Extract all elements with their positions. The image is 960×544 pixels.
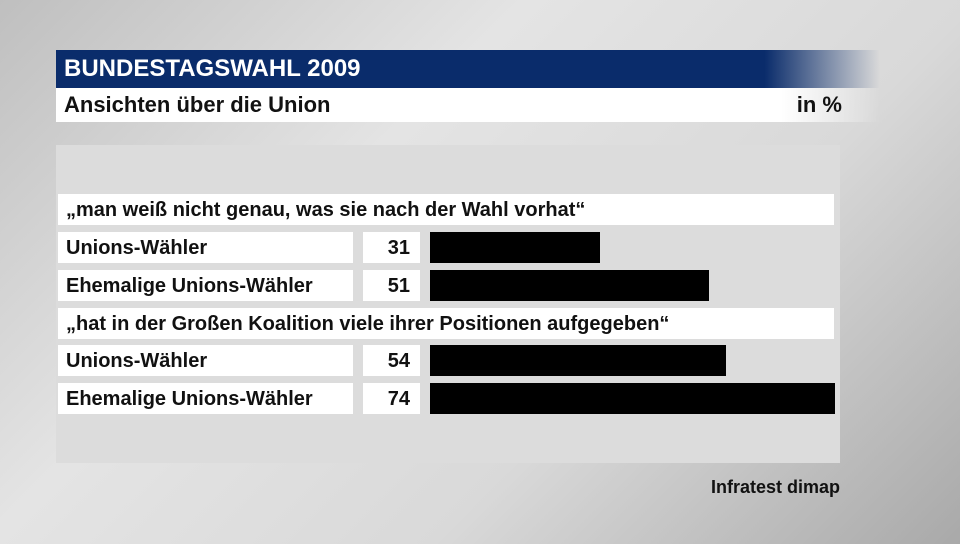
row-label: Ehemalige Unions-Wähler <box>66 388 313 410</box>
question-2-text: „hat in der Großen Koalition viele ihrer… <box>66 313 670 335</box>
bar-1-2 <box>430 270 710 301</box>
row-1-1-label-cell: Unions-Wähler <box>58 232 353 263</box>
chart-panel <box>56 145 840 463</box>
row-label: Unions-Wähler <box>66 237 208 259</box>
value-label: 74 <box>387 388 410 410</box>
chart-subtitle: Ansichten über die Union <box>64 92 331 117</box>
value-label: 54 <box>387 350 410 372</box>
row-1-2-label-cell: Ehemalige Unions-Wähler <box>58 270 353 301</box>
value-label: 51 <box>387 275 410 297</box>
value-label: 31 <box>387 237 410 259</box>
row-label: Ehemalige Unions-Wähler <box>66 275 313 297</box>
bar-2-2 <box>430 383 835 414</box>
row-label: Unions-Wähler <box>66 350 208 372</box>
subtitle-band <box>56 88 880 122</box>
source-label: Infratest dimap <box>710 477 840 497</box>
row-2-1-label-cell: Unions-Wähler <box>58 345 353 376</box>
question-1: „man weiß nicht genau, was sie nach der … <box>58 194 834 225</box>
row-1-1-value-cell: 31 <box>363 232 420 263</box>
row-2-2-value-cell: 74 <box>363 383 420 414</box>
row-2-1-value-cell: 54 <box>363 345 420 376</box>
unit-label: in % <box>796 92 842 117</box>
header-band <box>56 50 880 88</box>
question-2: „hat in der Großen Koalition viele ihrer… <box>58 308 834 339</box>
row-2-2-label-cell: Ehemalige Unions-Wähler <box>58 383 353 414</box>
row-1-2-value-cell: 51 <box>363 270 420 301</box>
chart-title: BUNDESTAGSWAHL 2009 <box>64 55 361 82</box>
bar-2-1 <box>430 345 726 376</box>
question-1-text: „man weiß nicht genau, was sie nach der … <box>66 199 586 221</box>
bar-1-1 <box>430 232 600 263</box>
